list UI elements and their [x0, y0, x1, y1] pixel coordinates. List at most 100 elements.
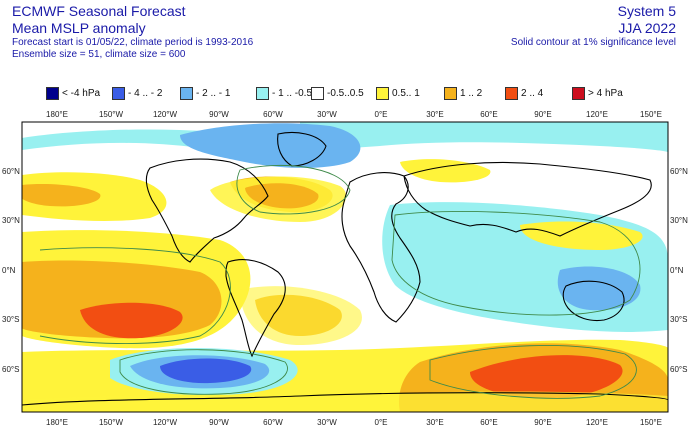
tick-label: 30°S [2, 315, 19, 324]
south-america-coast [225, 259, 286, 358]
legend-swatch [112, 86, 125, 100]
title: ECMWF Seasonal Forecast [12, 3, 186, 19]
forecast-info: Forecast start is 01/05/22, climate peri… [12, 36, 254, 48]
legend-swatch [311, 86, 324, 100]
tick-label: 90°E [534, 418, 551, 427]
southern-indian-red [470, 355, 623, 399]
tick-label: 120°W [153, 418, 178, 427]
header-left: ECMWF Seasonal Forecast Mean MSLP anomal… [12, 3, 253, 61]
se-pacific-deep-low [160, 358, 252, 384]
greenland-coast [277, 131, 327, 167]
tick-label: 30°N [2, 216, 20, 225]
tick-label: 0°N [2, 266, 16, 275]
legend-item: 1 .. 2 [444, 85, 482, 101]
coastlines [22, 131, 668, 406]
significance-note: Solid contour at 1% significance level [510, 36, 676, 48]
legend-swatch [444, 86, 457, 100]
australia-low [557, 266, 641, 311]
legend-label: > 4 hPa [588, 87, 623, 99]
contour-indian-ocean [391, 211, 641, 316]
north-america-coast [145, 158, 269, 263]
antarctica-coast [22, 392, 668, 406]
south-atlantic-yellow [240, 286, 362, 345]
tick-label: 0°N [670, 266, 684, 275]
legend-item: - 1 .. -0.5 [256, 85, 312, 101]
europe-yellow [400, 159, 491, 183]
tick-label: 30°N [670, 216, 688, 225]
tick-label: 180°E [46, 110, 68, 119]
legend-item: - 4 .. - 2 [112, 85, 162, 101]
tick-label: 30°E [426, 418, 443, 427]
significance-contours [39, 164, 641, 399]
legend-label: - 4 .. - 2 [128, 87, 163, 99]
legend-swatch [505, 86, 518, 100]
season-label: JJA 2022 [618, 19, 676, 36]
north-pacific-orange [22, 184, 101, 207]
tick-label: 60°S [2, 365, 19, 374]
legend-item: - 2 .. - 1 [180, 85, 230, 101]
legend-swatch [376, 86, 389, 100]
antarctic-band [22, 391, 668, 412]
tick-label: 120°E [586, 110, 608, 119]
tick-label: 150°W [99, 418, 124, 427]
tick-label: 120°E [586, 418, 608, 427]
legend-label: 0.5.. 1 [392, 87, 420, 99]
tick-label: 120°W [153, 110, 178, 119]
tick-label: 150°E [640, 110, 662, 119]
tick-label: 60°E [480, 418, 497, 427]
legend-label: 2 .. 4 [521, 87, 544, 99]
eurasia-coast [403, 161, 652, 237]
contour-south-pacific [39, 247, 231, 345]
legend-swatch [572, 86, 585, 100]
legend-item: 0.5.. 1 [376, 85, 420, 101]
north-atlantic-core [245, 183, 319, 209]
legend-swatch [180, 86, 193, 100]
tick-label: 60°E [480, 110, 497, 119]
tick-label: 30°W [317, 110, 337, 119]
legend-item: < -4 hPa [46, 85, 100, 101]
legend-item: -0.5..0.5 [311, 85, 364, 101]
legend-swatch [256, 86, 269, 100]
tick-label: 0°E [375, 418, 388, 427]
tick-label: 60°S [670, 365, 687, 374]
tick-label: 0°E [375, 110, 388, 119]
legend-swatch [46, 86, 59, 100]
legend-label: - 2 .. - 1 [196, 87, 231, 99]
legend-label: -0.5..0.5 [327, 87, 364, 99]
australia-coast [562, 280, 625, 322]
tick-label: 30°S [670, 315, 687, 324]
tick-label: 150°E [640, 418, 662, 427]
legend-label: < -4 hPa [62, 87, 101, 99]
axis-ticks: 180°E 180°E 150°W 150°W 120°W 120°W 90°W 90°W 60… [2, 110, 688, 427]
contour-se-pacific [119, 349, 288, 395]
tick-label: 60°N [2, 167, 20, 176]
tick-label: 60°W [263, 110, 283, 119]
tick-label: 90°W [209, 418, 229, 427]
tick-label: 90°W [209, 110, 229, 119]
contour-north-atlantic [236, 164, 351, 215]
west-pacific-yellow [520, 221, 643, 250]
tick-label: 30°E [426, 110, 443, 119]
tick-label: 150°W [99, 110, 124, 119]
legend-label: 1 .. 2 [460, 87, 483, 99]
tick-label: 30°W [317, 418, 337, 427]
legend-item: > 4 hPa [572, 85, 623, 101]
greenland-low [180, 123, 361, 168]
subtitle: Mean MSLP anomaly [12, 19, 146, 36]
system-label: System 5 [617, 3, 676, 19]
legend-item: 2 .. 4 [505, 85, 543, 101]
color-legend: < -4 hPa - 4 .. - 2 - 2 .. - 1 - 1 .. -0.5 -… [46, 85, 686, 101]
tick-label: 60°N [670, 167, 688, 176]
legend-label: - 1 .. -0.5 [272, 87, 313, 99]
africa-coast [341, 172, 421, 323]
anomaly-field [22, 122, 668, 412]
contour-southern-indian [429, 345, 637, 399]
tick-label: 90°E [534, 110, 551, 119]
south-pacific-red [80, 302, 183, 339]
header-right: System 5 JJA 2022 Solid contour at 1% si… [511, 3, 676, 49]
ensemble-info: Ensemble size = 51, climate size = 600 [12, 48, 186, 60]
tick-label: 60°W [263, 418, 283, 427]
tick-label: 180°E [46, 418, 68, 427]
map-frame [21, 121, 669, 413]
